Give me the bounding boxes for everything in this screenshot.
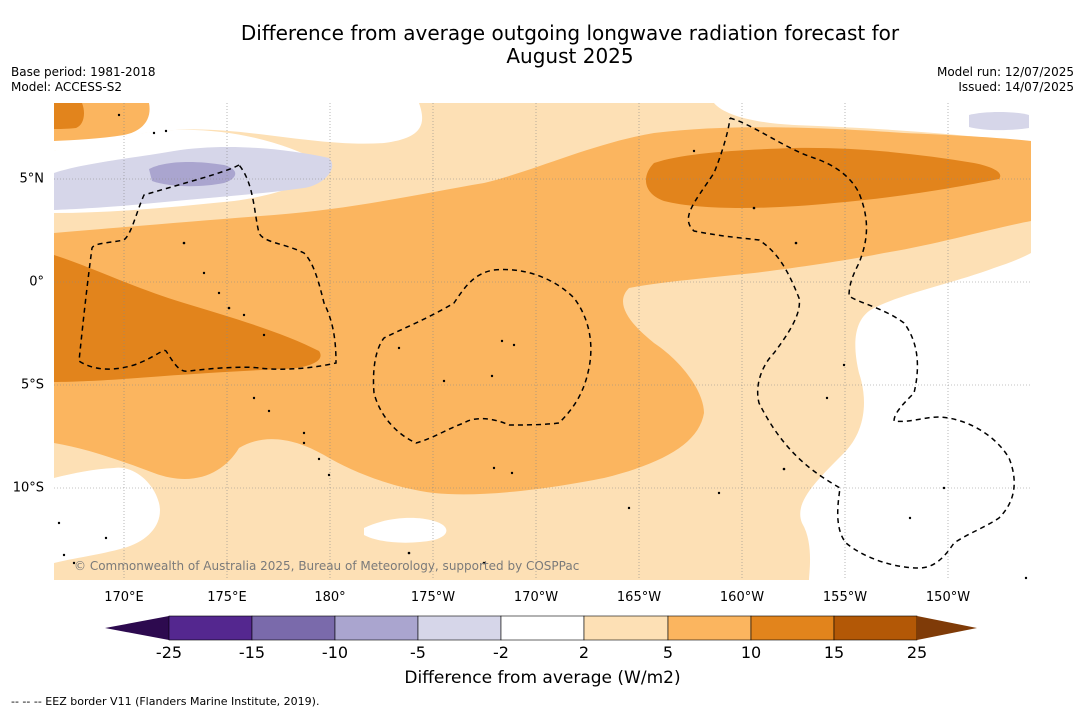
olr-band-neutral-southwest bbox=[54, 467, 160, 563]
colorbar-segment-10-15 bbox=[750, 615, 835, 641]
island-outlines bbox=[57, 113, 1028, 580]
colorbar-tick-15: 15 bbox=[823, 643, 845, 662]
metadata-left: Base period: 1981-2018 Model: ACCESS-S2 bbox=[11, 65, 156, 95]
colorbar-tick-m10: -10 bbox=[321, 643, 349, 662]
model-run: Model run: 12/07/2025 bbox=[936, 65, 1074, 79]
lat-lon-grid bbox=[54, 103, 1031, 580]
olr-band-neutral-east bbox=[800, 253, 1031, 580]
olr-band-10-15-nw-corner bbox=[54, 103, 84, 129]
colorbar-tick-5: 5 bbox=[662, 643, 674, 662]
lon-label-170w: 170°W bbox=[513, 590, 559, 605]
colorbar-tick-10: 10 bbox=[740, 643, 762, 662]
colorbar-segment-2-5 bbox=[583, 615, 669, 641]
map-title: Difference from average outgoing longwav… bbox=[170, 22, 970, 68]
colorbar-segment-15-25 bbox=[833, 615, 918, 641]
colorbar bbox=[105, 615, 977, 641]
colorbar-segment-m2-2 bbox=[500, 615, 585, 641]
model-name: Model: ACCESS-S2 bbox=[11, 80, 123, 94]
issued-date: Issued: 14/07/2025 bbox=[958, 80, 1074, 94]
lat-label-5n: 5°N bbox=[19, 171, 45, 187]
lon-label-165w: 165°W bbox=[616, 590, 662, 605]
metadata-right: Model run: 12/07/2025 Issued: 14/07/2025 bbox=[937, 65, 1074, 95]
lon-label-175e: 175°E bbox=[207, 590, 247, 605]
lat-label-10s: 10°S bbox=[12, 480, 44, 496]
lat-label-5s: 5°S bbox=[20, 377, 44, 393]
colorbar-extend-low bbox=[105, 616, 169, 640]
olr-band-10-15-west bbox=[54, 255, 321, 382]
lat-label-0: 0° bbox=[29, 274, 44, 290]
colorbar-label: Difference from average (W/m2) bbox=[404, 668, 681, 688]
lon-label-150w: 150°W bbox=[925, 590, 971, 605]
copyright-credit: © Commonwealth of Australia 2025, Bureau… bbox=[74, 559, 580, 573]
olr-band-minus10-minus5 bbox=[149, 161, 236, 187]
colorbar-tick-m2: -2 bbox=[493, 643, 509, 662]
colorbar-tick-m25: -25 bbox=[155, 643, 183, 662]
colorbar-segment-m5-m2 bbox=[417, 615, 502, 641]
colorbar-tick-25: 25 bbox=[906, 643, 928, 662]
olr-anomaly-map bbox=[54, 103, 1031, 580]
colorbar-tick-2: 2 bbox=[578, 643, 590, 662]
lon-label-160w: 160°W bbox=[719, 590, 765, 605]
lon-label-175w: 175°W bbox=[410, 590, 456, 605]
colorbar-segment-m25-m15 bbox=[168, 615, 253, 641]
lon-label-180: 180° bbox=[314, 590, 346, 605]
eez-borders bbox=[78, 117, 1015, 569]
colorbar-tick-m5: -5 bbox=[410, 643, 426, 662]
eez-border-central bbox=[372, 268, 592, 444]
colorbar-segment-m15-m10 bbox=[251, 615, 336, 641]
olr-band-neutral-topright bbox=[714, 103, 1031, 143]
lon-label-170e: 170°E bbox=[104, 590, 144, 605]
colorbar-extend-high bbox=[917, 616, 977, 640]
olr-band-minus5-minus2-ne bbox=[969, 112, 1029, 131]
eez-legend: -- -- -- EEZ border V11 (Flanders Marine… bbox=[11, 695, 320, 708]
olr-band-neutral-south bbox=[364, 517, 447, 543]
base-period: Base period: 1981-2018 bbox=[11, 65, 156, 79]
eez-border-east bbox=[687, 117, 1015, 569]
lon-label-155w: 155°W bbox=[822, 590, 868, 605]
olr-band-5-10-main bbox=[54, 127, 1031, 495]
colorbar-tick-m15: -15 bbox=[238, 643, 266, 662]
colorbar-segment-5-10 bbox=[667, 615, 752, 641]
eez-border-west bbox=[78, 164, 337, 372]
title-line-1: Difference from average outgoing longwav… bbox=[240, 21, 900, 45]
title-line-2: August 2025 bbox=[506, 44, 634, 68]
colorbar-segment-m10-m5 bbox=[334, 615, 419, 641]
olr-band-10-15-northeast bbox=[645, 147, 1001, 208]
